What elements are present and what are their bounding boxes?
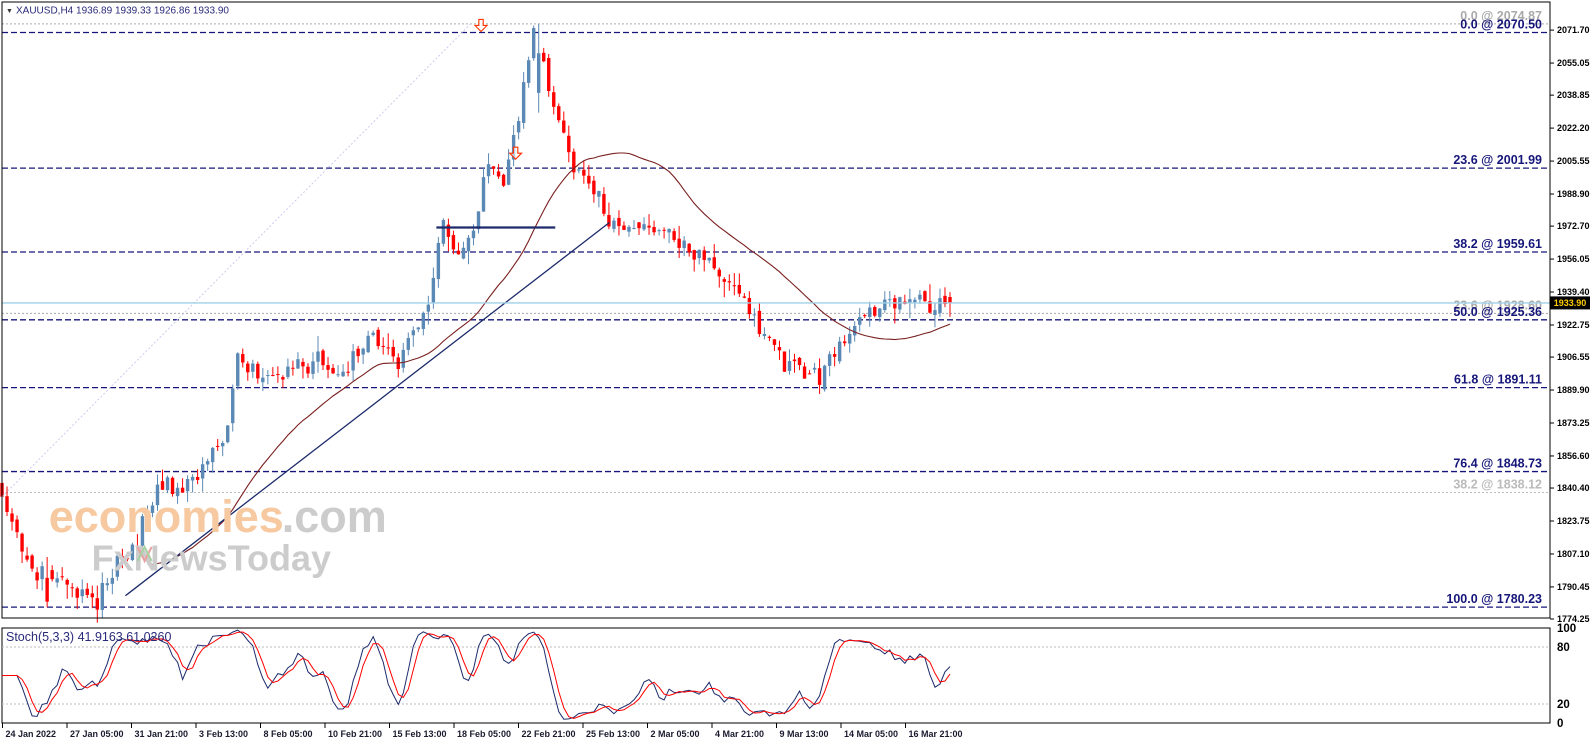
svg-text:1922.75: 1922.75: [1557, 320, 1590, 330]
svg-text:2 Mar 05:00: 2 Mar 05:00: [651, 729, 700, 739]
svg-text:18 Feb 05:00: 18 Feb 05:00: [457, 729, 511, 739]
svg-text:10 Feb 21:00: 10 Feb 21:00: [328, 729, 382, 739]
svg-text:24 Jan 2022: 24 Jan 2022: [6, 729, 57, 739]
svg-text:100: 100: [1557, 623, 1576, 635]
svg-text:2071.70: 2071.70: [1557, 25, 1590, 35]
svg-text:100.0 @ 1780.23: 100.0 @ 1780.23: [1446, 592, 1542, 606]
svg-text:1972.70: 1972.70: [1557, 221, 1590, 231]
svg-text:Stoch(5,3,3) 41.9163 61.0260: Stoch(5,3,3) 41.9163 61.0260: [6, 630, 171, 644]
svg-text:1873.25: 1873.25: [1557, 418, 1590, 428]
svg-text:1823.75: 1823.75: [1557, 516, 1590, 526]
svg-text:1790.45: 1790.45: [1557, 582, 1590, 592]
svg-text:2055.05: 2055.05: [1557, 58, 1590, 68]
svg-text:.com: .com: [282, 491, 387, 542]
svg-text:4 Mar 21:00: 4 Mar 21:00: [715, 729, 764, 739]
svg-text:▼: ▼: [6, 8, 13, 15]
svg-text:9 Mar 13:00: 9 Mar 13:00: [780, 729, 829, 739]
svg-text:FxNewsToday: FxNewsToday: [92, 538, 331, 579]
svg-text:1840.40: 1840.40: [1557, 483, 1590, 493]
svg-text:1889.90: 1889.90: [1557, 385, 1590, 395]
svg-text:1956.05: 1956.05: [1557, 254, 1590, 264]
svg-text:1807.10: 1807.10: [1557, 549, 1590, 559]
svg-text:27 Jan 05:00: 27 Jan 05:00: [70, 729, 124, 739]
svg-text:15 Feb 13:00: 15 Feb 13:00: [393, 729, 447, 739]
svg-text:50.0 @ 1925.36: 50.0 @ 1925.36: [1453, 305, 1542, 319]
svg-text:0: 0: [1557, 718, 1563, 730]
svg-text:2022.20: 2022.20: [1557, 123, 1590, 133]
svg-text:38.2 @ 1838.12: 38.2 @ 1838.12: [1453, 478, 1542, 492]
svg-text:1856.60: 1856.60: [1557, 451, 1590, 461]
svg-text:14 Mar 05:00: 14 Mar 05:00: [844, 729, 898, 739]
svg-text:1988.90: 1988.90: [1557, 189, 1590, 199]
svg-text:38.2 @ 1959.61: 38.2 @ 1959.61: [1453, 237, 1542, 251]
svg-text:61.8 @ 1891.11: 61.8 @ 1891.11: [1454, 373, 1542, 387]
svg-text:31 Jan 21:00: 31 Jan 21:00: [135, 729, 189, 739]
svg-text:76.4 @ 1848.73: 76.4 @ 1848.73: [1453, 457, 1542, 471]
svg-text:25 Feb 13:00: 25 Feb 13:00: [586, 729, 640, 739]
svg-text:3 Feb 13:00: 3 Feb 13:00: [199, 729, 248, 739]
svg-text:economies: economies: [49, 491, 284, 542]
svg-text:0.0 @ 2070.50: 0.0 @ 2070.50: [1460, 17, 1542, 31]
svg-text:22 Feb 21:00: 22 Feb 21:00: [522, 729, 576, 739]
svg-text:2005.55: 2005.55: [1557, 156, 1590, 166]
svg-text:2038.85: 2038.85: [1557, 90, 1590, 100]
svg-text:16 Mar 21:00: 16 Mar 21:00: [909, 729, 963, 739]
svg-text:20: 20: [1557, 699, 1570, 711]
svg-text:80: 80: [1557, 642, 1570, 654]
svg-text:1939.40: 1939.40: [1557, 287, 1590, 297]
svg-text:1906.55: 1906.55: [1557, 352, 1590, 362]
svg-text:XAUUSD,H4 1936.89 1939.33 19: XAUUSD,H4 1936.89 1939.33 1926.86 1933.9…: [16, 6, 229, 17]
svg-text:1933.90: 1933.90: [1554, 298, 1587, 308]
svg-text:8 Feb 05:00: 8 Feb 05:00: [264, 729, 313, 739]
svg-text:23.6 @ 2001.99: 23.6 @ 2001.99: [1453, 153, 1542, 167]
